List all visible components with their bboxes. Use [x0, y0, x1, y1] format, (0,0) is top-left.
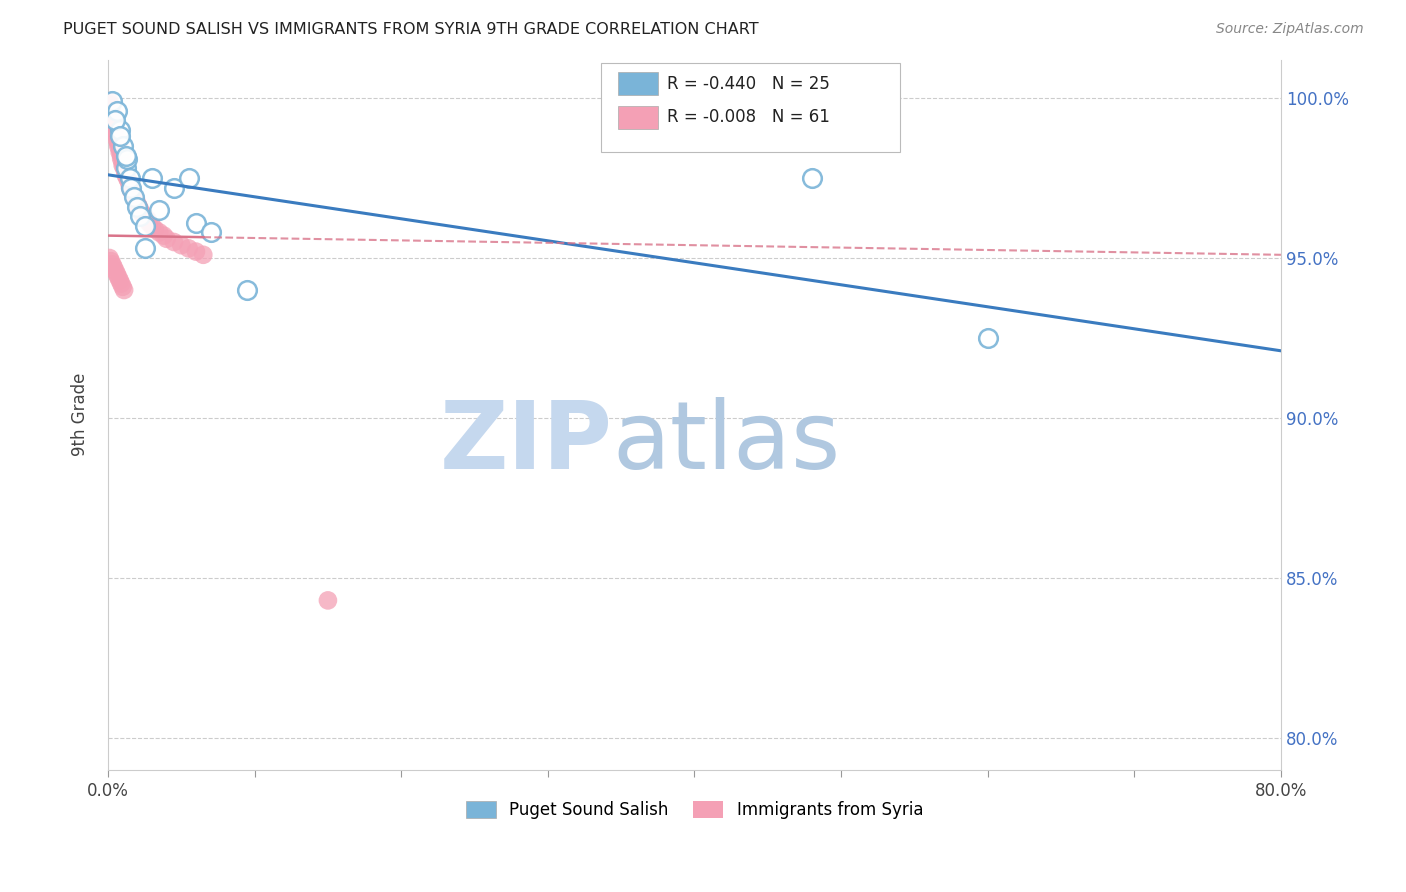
Point	[104, 120, 127, 134]
Point	[111, 158, 134, 172]
Point	[193, 248, 215, 262]
Point	[236, 283, 259, 297]
Point	[124, 190, 146, 204]
Point	[114, 164, 136, 178]
Point	[141, 219, 163, 233]
Point	[100, 101, 122, 115]
Point	[152, 228, 174, 243]
Point	[141, 171, 163, 186]
Point	[98, 97, 121, 112]
Point	[177, 241, 200, 255]
Point	[184, 216, 207, 230]
Point	[129, 202, 152, 217]
Point	[127, 200, 149, 214]
Point	[800, 171, 823, 186]
Point	[105, 103, 128, 118]
Point	[136, 212, 159, 227]
Point	[163, 235, 186, 249]
Point	[103, 260, 125, 275]
Point	[108, 273, 131, 287]
FancyBboxPatch shape	[619, 106, 658, 128]
Point	[114, 148, 136, 162]
Point	[104, 264, 127, 278]
Point	[148, 226, 170, 240]
Point	[103, 117, 125, 131]
Point	[115, 171, 138, 186]
Point	[101, 110, 124, 124]
Point	[104, 113, 127, 128]
Point	[114, 168, 136, 182]
Point	[108, 129, 131, 144]
FancyBboxPatch shape	[600, 63, 900, 152]
Point	[131, 206, 153, 220]
Point	[138, 216, 160, 230]
Point	[118, 171, 141, 186]
Text: R = -0.008   N = 61: R = -0.008 N = 61	[668, 108, 831, 126]
Point	[134, 241, 156, 255]
Text: Source: ZipAtlas.com: Source: ZipAtlas.com	[1216, 22, 1364, 37]
Point	[111, 280, 134, 294]
Text: PUGET SOUND SALISH VS IMMIGRANTS FROM SYRIA 9TH GRADE CORRELATION CHART: PUGET SOUND SALISH VS IMMIGRANTS FROM SY…	[63, 22, 759, 37]
Point	[101, 94, 124, 108]
Point	[124, 190, 146, 204]
Point	[120, 180, 142, 194]
Point	[101, 107, 124, 121]
Point	[200, 226, 222, 240]
Point	[107, 139, 129, 153]
Point	[118, 180, 141, 194]
Point	[111, 139, 134, 153]
Point	[101, 257, 124, 271]
Point	[104, 126, 127, 140]
Point	[105, 133, 128, 147]
Point	[134, 219, 156, 233]
Point	[127, 196, 149, 211]
Point	[117, 174, 139, 188]
Text: R = -0.440   N = 25: R = -0.440 N = 25	[668, 75, 831, 93]
Point	[134, 210, 156, 224]
Point	[110, 148, 132, 162]
Point	[184, 244, 207, 259]
Point	[148, 202, 170, 217]
Point	[98, 251, 121, 265]
Point	[107, 136, 129, 150]
Point	[110, 152, 132, 166]
Point	[105, 129, 128, 144]
Point	[107, 270, 129, 285]
Text: ZIP: ZIP	[440, 397, 613, 489]
Point	[125, 194, 148, 208]
Y-axis label: 9th Grade: 9th Grade	[72, 373, 89, 457]
Point	[115, 152, 138, 166]
Point	[110, 277, 132, 291]
Point	[100, 254, 122, 268]
Point	[100, 103, 122, 118]
Point	[163, 180, 186, 194]
FancyBboxPatch shape	[619, 72, 658, 95]
Point	[316, 593, 339, 607]
Point	[118, 178, 141, 192]
Point	[111, 155, 134, 169]
Point	[156, 232, 179, 246]
Point	[108, 145, 131, 160]
Point	[114, 161, 136, 176]
Text: atlas: atlas	[613, 397, 841, 489]
Point	[108, 142, 131, 156]
Point	[103, 113, 125, 128]
Point	[108, 123, 131, 137]
Point	[112, 161, 135, 176]
Point	[122, 186, 145, 201]
Point	[170, 238, 193, 252]
Point	[129, 210, 152, 224]
Point	[120, 184, 142, 198]
Legend: Puget Sound Salish, Immigrants from Syria: Puget Sound Salish, Immigrants from Syri…	[458, 794, 929, 826]
Point	[98, 94, 121, 108]
Point	[177, 171, 200, 186]
Point	[104, 123, 127, 137]
Point	[143, 222, 166, 236]
Point	[112, 283, 135, 297]
Point	[105, 267, 128, 281]
Point	[128, 200, 150, 214]
Point	[977, 331, 1000, 345]
